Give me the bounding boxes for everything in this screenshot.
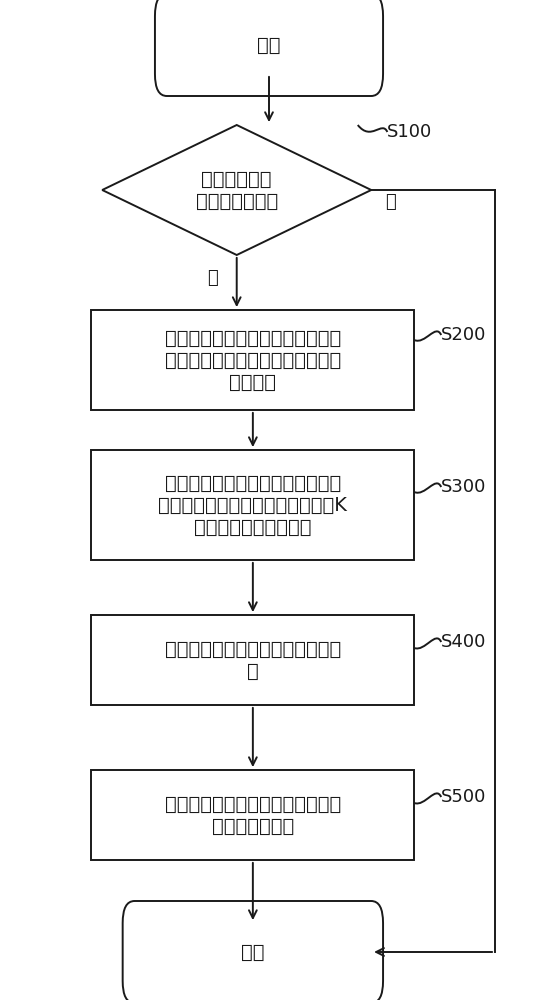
FancyBboxPatch shape xyxy=(123,901,383,1000)
Text: 开始: 开始 xyxy=(257,35,281,54)
Text: S100: S100 xyxy=(387,123,433,141)
FancyBboxPatch shape xyxy=(155,0,383,96)
Text: 对第一时间内的电流分量进行频域
变换，以得到所述零模电流分量的
频谱序列: 对第一时间内的电流分量进行频域 变换，以得到所述零模电流分量的 频谱序列 xyxy=(165,328,341,391)
Text: 故障类型是否
为单相接地故障: 故障类型是否 为单相接地故障 xyxy=(196,169,278,211)
Text: S200: S200 xyxy=(441,326,486,344)
Polygon shape xyxy=(102,125,371,255)
Bar xyxy=(91,450,414,560)
Text: S300: S300 xyxy=(441,478,486,496)
Text: 计算两两相邻区段的两个峭度值之
差: 计算两两相邻区段的两个峭度值之 差 xyxy=(165,640,341,680)
Bar xyxy=(91,615,414,705)
Text: 结束: 结束 xyxy=(241,942,265,962)
Bar xyxy=(91,770,414,860)
Text: 计算各个区段监测点频谱分析序列
的极大值对应的频谱序列的峭度值K
，作为该区段的峭度值: 计算各个区段监测点频谱分析序列 的极大值对应的频谱序列的峭度值K ，作为该区段的… xyxy=(158,474,348,536)
Bar xyxy=(91,310,414,410)
Text: 获取峭度值之差的最大值所涉及的
两个相邻的区段: 获取峭度值之差的最大值所涉及的 两个相邻的区段 xyxy=(165,794,341,836)
Text: 是: 是 xyxy=(207,269,218,287)
Text: S400: S400 xyxy=(441,633,486,651)
Text: S500: S500 xyxy=(441,788,486,806)
Text: 否: 否 xyxy=(385,193,395,211)
